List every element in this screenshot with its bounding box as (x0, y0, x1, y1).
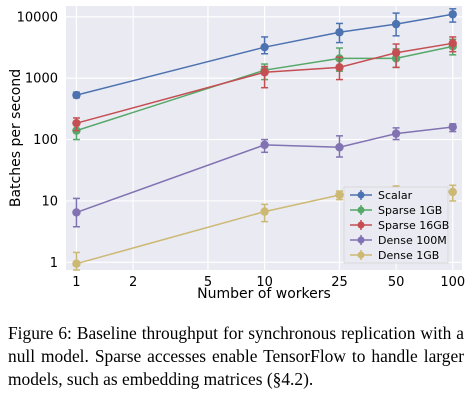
y-axis-title: Batches per second (8, 69, 24, 207)
x-tick-label: 1 (72, 275, 80, 290)
x-axis-ticks: 1 2 5 10 25 50 100 (72, 275, 465, 290)
x-axis-title: Number of workers (197, 286, 331, 302)
data-point (260, 207, 269, 216)
data-point (335, 63, 344, 72)
series-dense-100m (72, 122, 457, 228)
x-tick-label: 50 (388, 275, 405, 290)
data-point (260, 68, 269, 77)
legend-item-sparse-16gb[interactable]: Sparse 16GB (350, 219, 449, 232)
series-layer (72, 8, 457, 271)
legend-item-dense-100m[interactable]: Dense 100M (350, 234, 447, 247)
data-point (260, 140, 269, 150)
data-point (72, 259, 81, 268)
legend-swatch-marker (357, 251, 365, 259)
data-point (260, 42, 269, 52)
legend-label: Dense 1GB (378, 249, 439, 262)
x-tick-label: 25 (331, 275, 348, 290)
legend[interactable]: Scalar Sparse 1GB Sparse 16GB Dense 100M Den… (343, 186, 449, 264)
legend-label: Scalar (378, 189, 413, 202)
y-tick-label: 1 (50, 256, 58, 271)
data-point (448, 10, 457, 19)
x-tick-label: 100 (440, 275, 465, 290)
series-sparse-16gb (72, 36, 457, 132)
x-tick-label: 2 (129, 275, 137, 290)
y-tick-label: 10000 (17, 10, 58, 25)
data-point (391, 129, 401, 138)
legend-swatch-marker (357, 221, 365, 229)
data-point (335, 28, 344, 37)
data-point (391, 48, 401, 57)
legend-item-sparse-1gb[interactable]: Sparse 1GB (350, 204, 442, 217)
y-axis-ticks: 1 10 100 1000 10000 (17, 10, 58, 271)
x-tick-label: 10 (256, 275, 273, 290)
legend-swatch-marker (357, 191, 365, 199)
data-point (448, 122, 457, 132)
data-point (448, 39, 457, 48)
legend-item-scalar[interactable]: Scalar (350, 189, 413, 202)
y-tick-label: 10 (41, 194, 58, 209)
data-point (448, 187, 457, 197)
series-scalar (72, 8, 457, 100)
y-tick-label: 1000 (25, 72, 58, 87)
legend-swatch-marker (357, 236, 365, 244)
figure-caption: Figure 6: Baseline throughput for synchr… (8, 323, 464, 389)
data-point (391, 19, 401, 29)
data-point (335, 190, 344, 200)
data-point (72, 118, 81, 128)
legend-label: Sparse 16GB (378, 219, 449, 232)
legend-label: Dense 100M (378, 234, 447, 247)
x-tick-label: 5 (204, 275, 212, 290)
legend-label: Sparse 1GB (378, 204, 442, 217)
data-point (72, 90, 81, 100)
data-point (335, 143, 344, 152)
legend-item-dense-1gb[interactable]: Dense 1GB (350, 249, 439, 262)
data-point (72, 208, 81, 217)
legend-swatch-marker (357, 206, 365, 214)
y-tick-label: 100 (33, 133, 58, 148)
